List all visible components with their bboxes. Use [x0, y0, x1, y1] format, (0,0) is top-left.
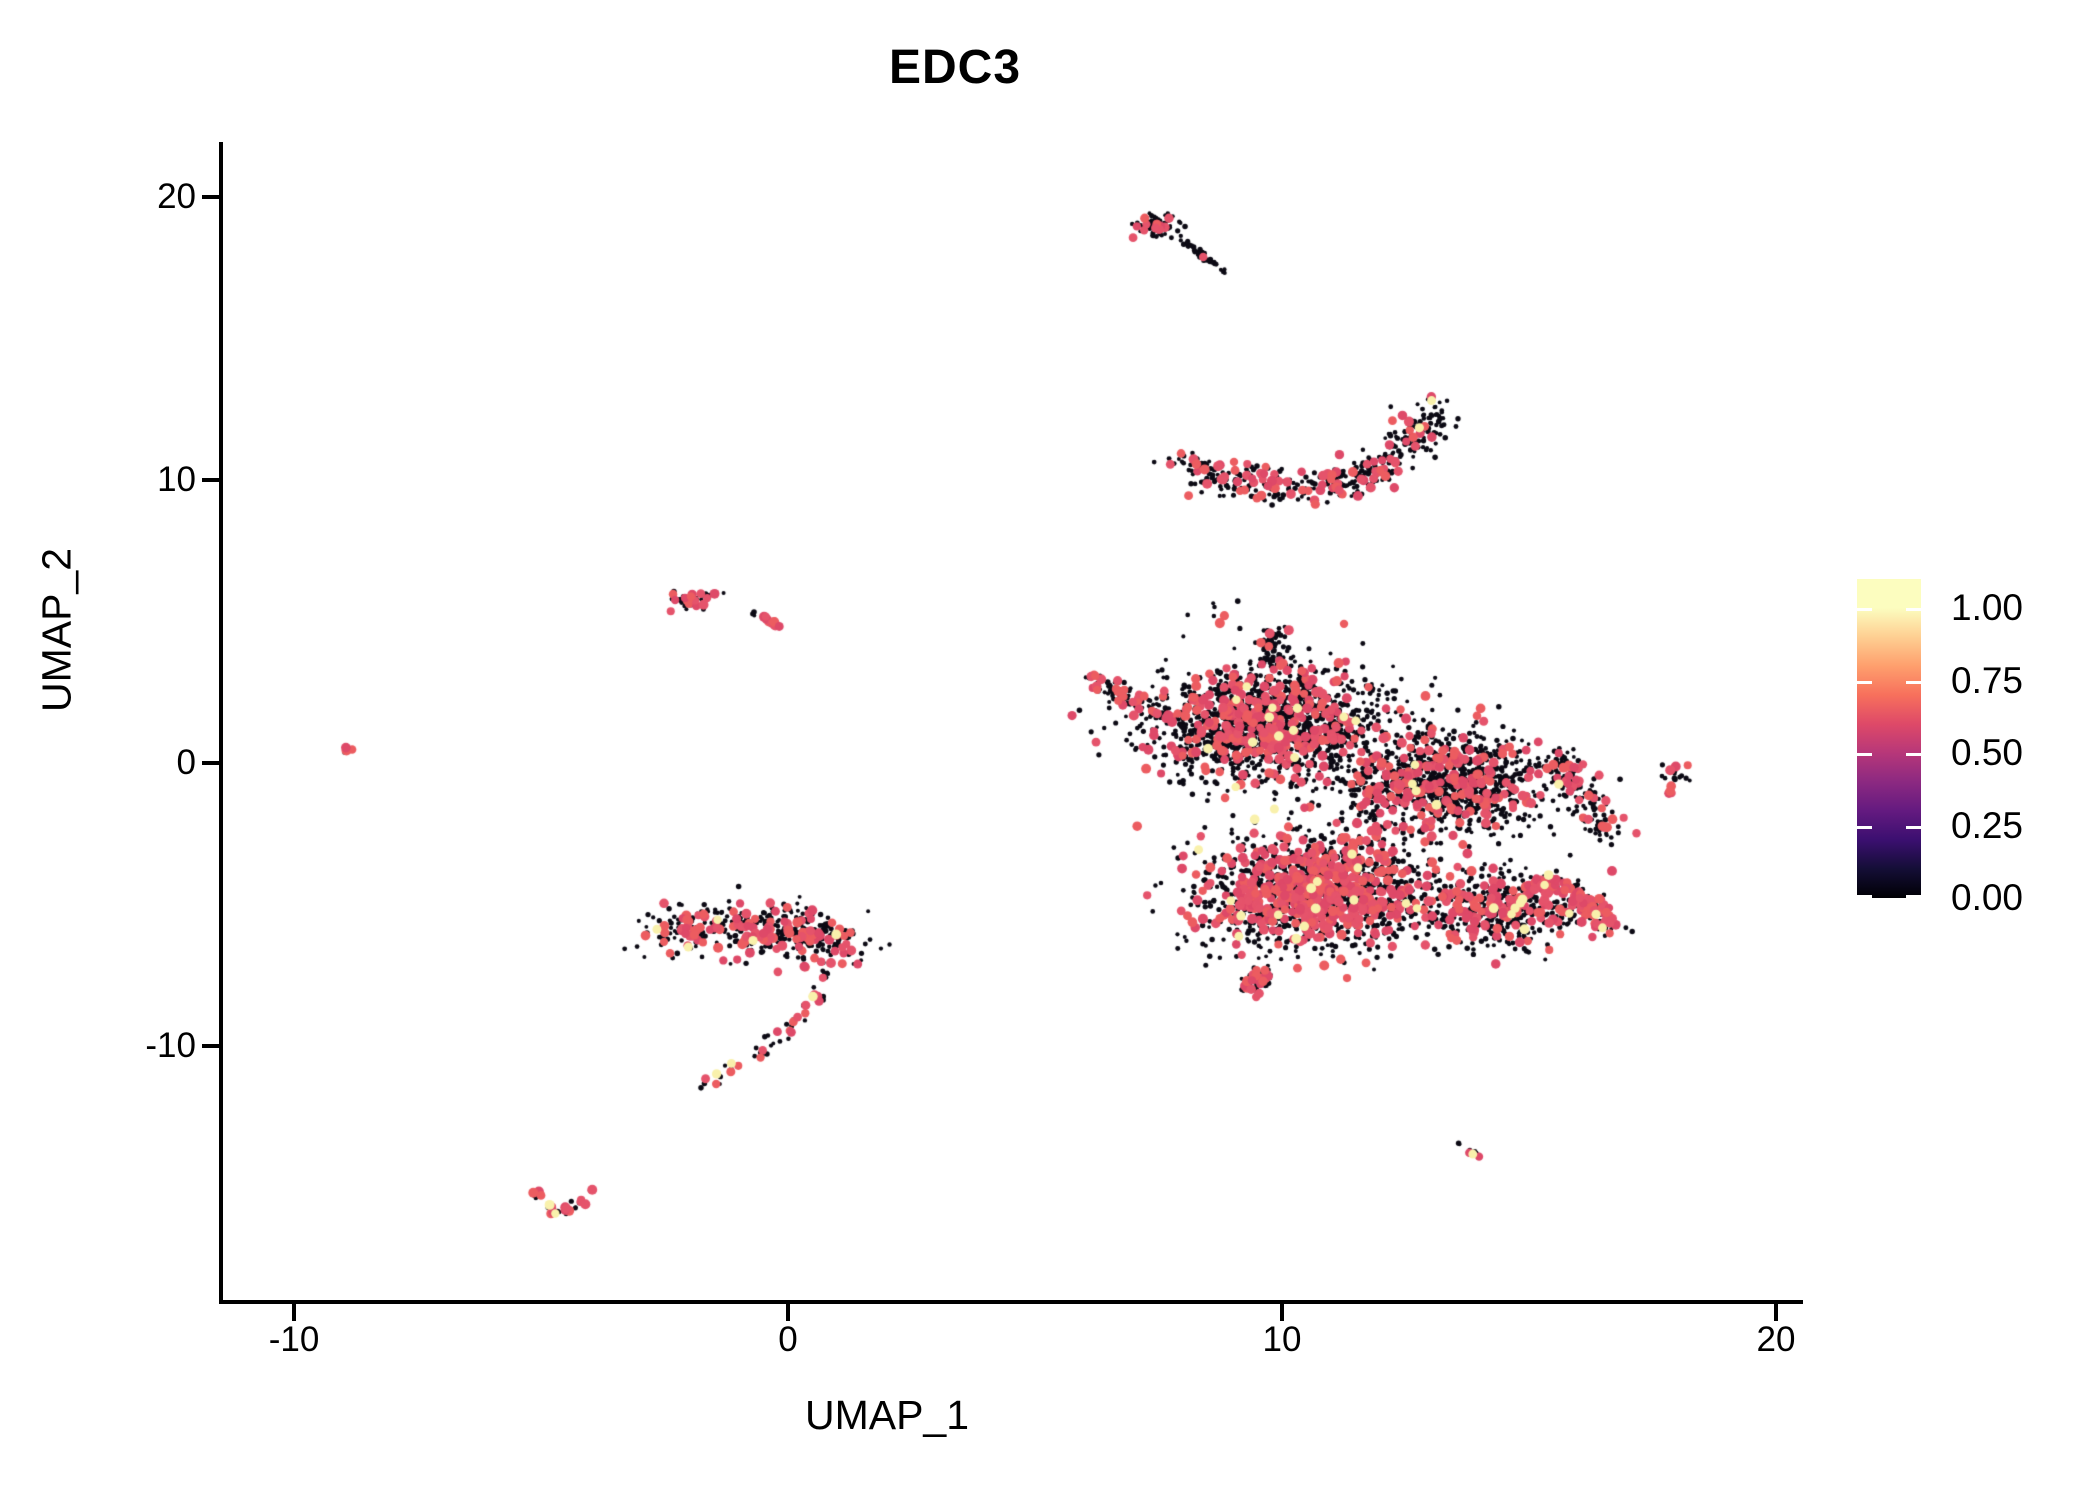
colorbar-tick-mark — [1857, 895, 1872, 898]
y-tick-label: 10 — [157, 460, 196, 499]
y-axis-title: UMAP_2 — [33, 547, 80, 713]
y-tick-mark — [202, 761, 219, 765]
colorbar-tick-mark — [1906, 895, 1921, 898]
x-axis-title: UMAP_1 — [804, 1392, 970, 1438]
colorbar-tick-mark — [1906, 680, 1921, 684]
x-tick-label: 10 — [1262, 1320, 1302, 1359]
colorbar-tick-mark — [1906, 608, 1921, 611]
y-tick-label: 20 — [157, 177, 196, 216]
colorbar-tick-mark — [1857, 608, 1872, 611]
colorbar-tick-label: 0.00 — [1951, 877, 2024, 918]
colorbar-gradient — [1857, 579, 1921, 898]
x-tick-mark — [292, 1304, 296, 1321]
x-tick-label: 20 — [1756, 1320, 1796, 1359]
colorbar-tick-label: 0.75 — [1951, 659, 2024, 701]
y-tick-mark — [202, 478, 219, 482]
y-tick-mark — [202, 195, 219, 199]
colorbar-tick-label: 0.50 — [1951, 732, 2024, 773]
colorbar-tick-label: 1.00 — [1951, 587, 2024, 628]
colorbar-tick-mark — [1857, 825, 1872, 829]
colorbar-tick-label: 0.25 — [1951, 804, 2024, 846]
y-axis-line — [219, 142, 223, 1304]
x-tick-label: -10 — [268, 1320, 320, 1359]
y-tick-label: -10 — [145, 1026, 196, 1065]
x-tick-label: 0 — [778, 1320, 798, 1359]
x-tick-mark — [1280, 1304, 1284, 1321]
x-tick-mark — [1774, 1304, 1778, 1321]
colorbar-tick-mark — [1857, 680, 1872, 684]
x-axis-line — [219, 1300, 1803, 1304]
colorbar-tick-mark — [1906, 825, 1921, 829]
y-tick-label: 0 — [176, 743, 196, 782]
colorbar-tick-mark — [1857, 753, 1872, 756]
x-tick-mark — [786, 1304, 790, 1321]
colorbar-tick-mark — [1906, 753, 1921, 756]
y-tick-mark — [202, 1044, 219, 1048]
